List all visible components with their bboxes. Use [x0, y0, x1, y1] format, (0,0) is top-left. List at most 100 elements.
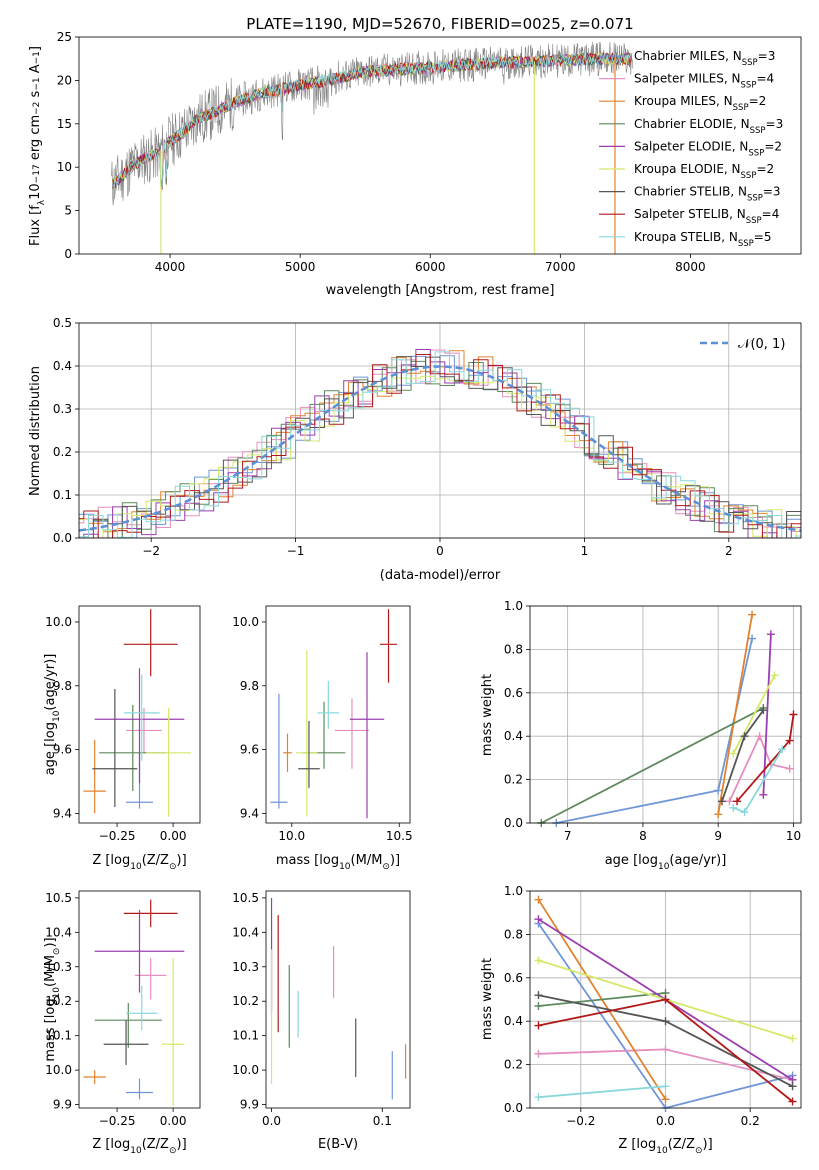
spectrum-xlabel: wavelength [Angstrom, rest frame]	[326, 283, 555, 298]
y-tick-label: 0.3	[53, 402, 72, 416]
x-tick-label: 0	[436, 544, 444, 558]
legend-label: 𝒩(0, 1)	[738, 337, 785, 352]
x-tick-label: 9	[714, 829, 722, 843]
x-tick-label: −0.25	[99, 1114, 136, 1128]
series-line	[538, 992, 666, 1007]
series-marker	[534, 895, 543, 904]
y-tick-label: 9.9	[240, 1098, 259, 1112]
x-tick-label: −0.25	[99, 829, 136, 843]
legend-label: Kroupa ELODIE, NSSP=2	[634, 162, 774, 181]
series-marker	[534, 991, 543, 1000]
legend-label: Salpeter STELIB, NSSP=4	[634, 207, 779, 226]
y-tick-label: 10.0	[232, 1063, 259, 1077]
y-tick-label: 20	[57, 73, 72, 87]
series-marker	[729, 803, 738, 812]
y-tick-label: 1.0	[504, 884, 523, 898]
residual-histogram	[79, 360, 801, 538]
legend-label: Chabrier ELODIE, NSSP=3	[634, 117, 783, 136]
series-marker	[534, 1093, 543, 1102]
y-tick-label: 10.5	[232, 891, 259, 905]
x-tick-label: 0.0	[656, 1114, 675, 1128]
series-line	[717, 614, 753, 815]
spectrum-lines	[111, 41, 634, 254]
residual-histograms	[79, 349, 801, 538]
axes-weight_vs_Z: −0.2 0.0 0.2 0.0 0.2 0.4 0.6 0.8 1.0 Z [log10(Z/Z…	[504, 884, 802, 1156]
axes-frame	[78, 605, 201, 824]
xlabel-weight_vs_age: age [log10(age/yr)]	[605, 853, 727, 872]
x-tick-label: 6000	[415, 260, 446, 274]
series-marker	[748, 634, 757, 643]
y-tick-label: 9.4	[53, 806, 72, 820]
x-tick-label: 4000	[155, 260, 186, 274]
y-tick-label: 10.2	[232, 994, 259, 1008]
y-tick-label: 9.6	[53, 743, 72, 757]
y-tick-label: 10	[57, 160, 72, 174]
y-tick-label: 10.4	[45, 925, 72, 939]
axes-frame	[78, 890, 201, 1109]
normal-curve	[79, 365, 801, 532]
series-marker	[785, 764, 794, 773]
series-marker	[733, 797, 742, 806]
legend-label: Kroupa MILES, NSSP=2	[634, 94, 766, 113]
y-tick-label: 0.6	[504, 686, 523, 700]
x-tick-label: 0.1	[373, 1114, 392, 1128]
x-tick-label: 8000	[675, 260, 706, 274]
xlabel-weight_vs_Z: Z [log10(Z/Z⊙)]	[618, 1137, 712, 1156]
axes-frame	[265, 890, 411, 1109]
series-marker	[714, 786, 723, 795]
y-tick-label: 0	[64, 247, 72, 261]
y-tick-label: 9.8	[240, 679, 259, 693]
series-marker	[778, 745, 787, 754]
series-line	[540, 707, 764, 824]
y-tick-label: 15	[57, 117, 72, 131]
series-marker	[534, 1049, 543, 1058]
y-tick-label: 9.9	[53, 1098, 72, 1112]
x-tick-label: 10.5	[386, 829, 413, 843]
series-marker	[788, 1082, 797, 1091]
y-tick-label: 0.6	[504, 971, 523, 985]
axes-frame	[78, 322, 802, 539]
residual-histogram	[79, 375, 801, 538]
residual-histogram	[79, 356, 801, 538]
x-tick-label: 1	[581, 544, 589, 558]
x-tick-label: −2	[142, 544, 160, 558]
x-tick-label: 0.2	[741, 1114, 760, 1128]
y-tick-label: 9.6	[240, 743, 259, 757]
series-marker	[534, 1021, 543, 1030]
series-line	[728, 733, 790, 802]
axes-frame	[529, 605, 802, 824]
axes-mass_vs_EBV: 0.0 0.1 9.9 10.0 10.1 10.2 10.3 10.4 10.5	[232, 890, 411, 1128]
x-tick-label: 7000	[545, 260, 576, 274]
series-marker	[661, 1017, 670, 1026]
axes-frame	[265, 605, 411, 824]
y-tick-label: 9.8	[53, 679, 72, 693]
x-tick-label: 7	[564, 829, 572, 843]
x-tick-label: 0.00	[160, 829, 187, 843]
axes-age_vs_mass: 10.0 10.5 9.4 9.6 9.8 10.0 mass [log10(M/M⊙)]	[232, 605, 413, 872]
y-tick-label: 0.8	[504, 642, 523, 656]
y-tick-label: 0.4	[53, 359, 72, 373]
x-tick-label: 10	[786, 829, 801, 843]
legend-label: Chabrier MILES, NSSP=3	[634, 49, 775, 68]
y-tick-label: 0.0	[504, 816, 523, 830]
axes-frame	[529, 890, 802, 1109]
series-marker	[748, 610, 757, 619]
residuals-ylabel: Normed distribution	[28, 366, 43, 496]
series-marker	[714, 810, 723, 819]
series-marker	[759, 706, 768, 715]
y-tick-label: 25	[57, 30, 72, 44]
series-line	[732, 674, 776, 755]
y-tick-label: 10.2	[45, 994, 72, 1008]
series-marker	[789, 710, 798, 719]
y-tick-label: 10.3	[45, 960, 72, 974]
series-marker	[717, 797, 726, 806]
spectrum-ylabel: Flux [fλ10−17 erg cm−2 s−1 A−1]	[28, 46, 47, 246]
residual-histogram	[79, 354, 801, 538]
residual-histogram	[79, 349, 801, 532]
xlabel-age_vs_mass: mass [log10(M/M⊙)]	[276, 853, 400, 872]
x-tick-label: 0.0	[262, 1114, 281, 1128]
legend-label: Chabrier STELIB, NSSP=3	[634, 185, 781, 204]
y-tick-label: 0.2	[504, 773, 523, 787]
